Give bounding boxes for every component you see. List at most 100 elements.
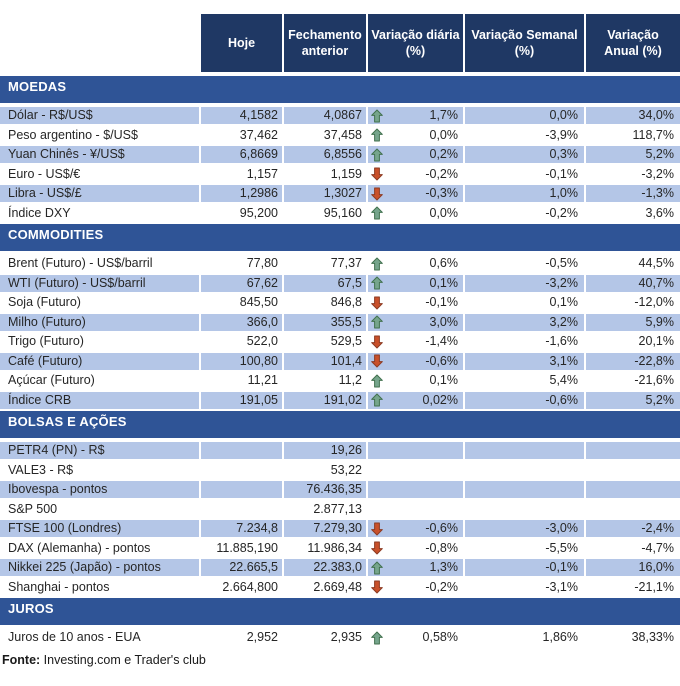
table-row: Trigo (Futuro) 522,0 529,5 -1,4% -1,6% 20,1%: [0, 333, 680, 350]
cell-fechamento-anterior: 6,8556: [282, 146, 366, 163]
table-row: Milho (Futuro) 366,0 355,5 3,0% 3,2% 5,9%: [0, 313, 680, 331]
table-row: VALE3 - R$ 53,22: [0, 461, 680, 479]
cell-fechamento-anterior: 355,5: [282, 313, 366, 331]
cell-variacao-semanal: [463, 500, 584, 518]
cell-fechamento-anterior: 11.986,34: [282, 539, 366, 557]
cell-variacao-diaria: [366, 500, 463, 518]
cell-fechamento-anterior: 1,3027: [282, 185, 366, 202]
cell-hoje: 100,80: [199, 352, 282, 370]
cell-hoje: 4,1582: [199, 107, 282, 124]
row-label: Soja (Futuro): [8, 295, 81, 309]
table-row: FTSE 100 (Londres) 7.234,8 7.279,30 -0,6% -3…: [0, 520, 680, 537]
cell-variacao-semanal: [463, 481, 584, 498]
cell-variacao-anual: -21,1%: [584, 578, 680, 596]
row-label: Shanghai - pontos: [8, 579, 110, 594]
cell-variacao-anual: 16,0%: [584, 559, 680, 576]
cell-variacao-anual: 40,7%: [584, 274, 680, 292]
col-header-variacao-semanal: Variação Semanal (%): [463, 14, 584, 72]
cell-fechamento-anterior: 7.279,30: [282, 520, 366, 537]
cell-fechamento-anterior: 846,8: [282, 294, 366, 311]
arrow-up-icon: [371, 148, 384, 162]
col-header-label: anterior: [301, 44, 349, 58]
cell-variacao-diaria: 0,1%: [366, 372, 463, 389]
cell-variacao-diaria: -0,2%: [366, 578, 463, 596]
cell-variacao-anual: 34,0%: [584, 107, 680, 124]
cell-variacao-anual: -22,8%: [584, 352, 680, 370]
cell-variacao-semanal: [463, 442, 584, 459]
cell-variacao-semanal: 1,86%: [463, 629, 584, 646]
cell-variacao-anual: -1,3%: [584, 185, 680, 202]
table-row: WTI (Futuro) - US$/barril 67,62 67,5 0,1% -3…: [0, 274, 680, 292]
row-label: Açúcar (Futuro): [8, 373, 95, 387]
cell-variacao-semanal: 3,1%: [463, 352, 584, 370]
row-label: Peso argentino - $/US$: [8, 127, 138, 142]
variacao-diaria-value: -0,2%: [425, 579, 458, 594]
cell-variacao-anual: [584, 500, 680, 518]
cell-variacao-diaria: 0,0%: [366, 204, 463, 222]
variacao-diaria-value: -0,1%: [425, 295, 458, 309]
cell-variacao-anual: -3,2%: [584, 165, 680, 183]
variacao-diaria-value: 0,6%: [429, 256, 459, 270]
variacao-diaria-value: -0,2%: [425, 166, 458, 181]
table-row: Peso argentino - $/US$ 37,462 37,458 0,0% -3…: [0, 126, 680, 144]
variacao-diaria-value: 3,0%: [429, 314, 459, 329]
arrow-up-icon: [371, 374, 384, 388]
arrow-up-icon: [371, 206, 384, 220]
cell-variacao-semanal: 5,4%: [463, 372, 584, 389]
variacao-diaria-value: 1,3%: [429, 560, 459, 574]
row-label: Brent (Futuro) - US$/barril: [8, 256, 153, 270]
arrow-down-icon: [371, 296, 384, 310]
source-note: Fonte: Investing.com e Trader's club: [0, 653, 680, 667]
row-label: WTI (Futuro) - US$/barril: [8, 275, 146, 290]
cell-variacao-anual: 3,6%: [584, 204, 680, 222]
table-row: Shanghai - pontos 2.664,800 2.669,48 -0,2% -…: [0, 578, 680, 596]
cell-variacao-diaria: 0,2%: [366, 146, 463, 163]
cell-variacao-diaria: -0,6%: [366, 352, 463, 370]
cell-hoje: [199, 461, 282, 479]
variacao-diaria-value: -1,4%: [425, 334, 458, 348]
cell-variacao-anual: -12,0%: [584, 294, 680, 311]
cell-hoje: [199, 500, 282, 518]
row-label: Dólar - R$/US$: [8, 108, 93, 122]
variacao-diaria-value: 1,7%: [429, 108, 459, 122]
header-spacer: [0, 14, 199, 72]
table-row: Café (Futuro) 100,80 101,4 -0,6% 3,1% -22,8%: [0, 352, 680, 370]
section-header-juros: JUROS: [0, 598, 680, 625]
row-label: Café (Futuro): [8, 353, 83, 368]
section-header-bolsas-e-acoes: BOLSAS E AÇÕES: [0, 411, 680, 438]
row-label: Yuan Chinês - ¥/US$: [8, 147, 125, 161]
table-row: PETR4 (PN) - R$ 19,26: [0, 442, 680, 459]
cell-hoje: 1,157: [199, 165, 282, 183]
row-label: Libra - US$/£: [8, 186, 82, 200]
cell-fechamento-anterior: 22.383,0: [282, 559, 366, 576]
arrow-down-icon: [371, 541, 384, 555]
arrow-placeholder: [371, 502, 384, 516]
table-row: Açúcar (Futuro) 11,21 11,2 0,1% 5,4% -21,6%: [0, 372, 680, 389]
cell-variacao-semanal: 0,0%: [463, 107, 584, 124]
col-header-label: Fechamento: [288, 27, 362, 42]
cell-hoje: [199, 481, 282, 498]
table-row: Dólar - R$/US$ 4,1582 4,0867 1,7% 0,0% 34,0%: [0, 107, 680, 124]
cell-variacao-anual: 5,9%: [584, 313, 680, 331]
variacao-diaria-value: 0,1%: [429, 275, 459, 290]
cell-variacao-anual: -4,7%: [584, 539, 680, 557]
cell-hoje: 22.665,5: [199, 559, 282, 576]
arrow-placeholder: [371, 463, 384, 477]
variacao-diaria-value: 0,58%: [422, 630, 458, 644]
source-text: Investing.com e Trader's club: [40, 653, 206, 667]
section-title: BOLSAS E AÇÕES: [8, 414, 127, 429]
cell-hoje: 2,952: [199, 629, 282, 646]
cell-variacao-semanal: -0,1%: [463, 165, 584, 183]
arrow-down-icon: [371, 335, 384, 349]
arrow-down-icon: [371, 580, 384, 594]
cell-fechamento-anterior: 11,2: [282, 372, 366, 389]
arrow-up-icon: [371, 315, 384, 329]
cell-variacao-diaria: 1,7%: [366, 107, 463, 124]
variacao-diaria-value: 0,2%: [429, 147, 459, 161]
cell-fechamento-anterior: 95,160: [282, 204, 366, 222]
cell-fechamento-anterior: 67,5: [282, 274, 366, 292]
arrow-up-icon: [371, 393, 384, 407]
cell-variacao-diaria: 0,6%: [366, 255, 463, 272]
section-title: MOEDAS: [8, 79, 67, 94]
cell-hoje: 191,05: [199, 391, 282, 409]
